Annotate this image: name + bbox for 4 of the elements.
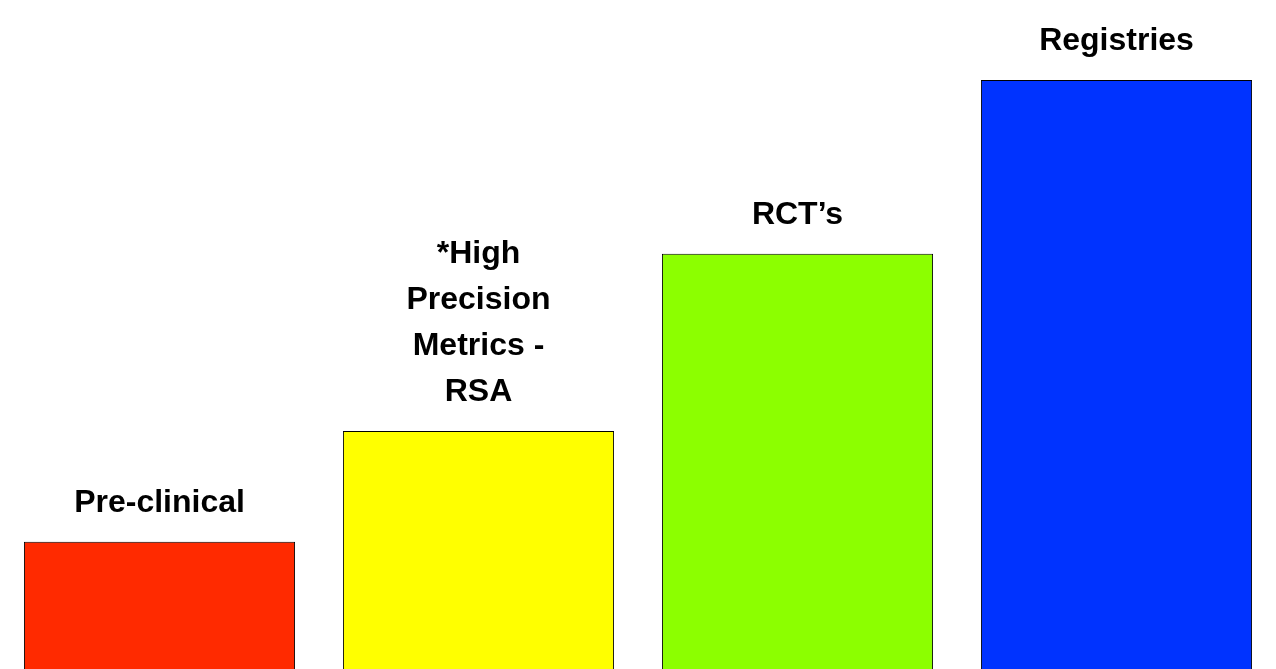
x-tick-label: Pre-clinical (74, 482, 245, 519)
x-tick-label: Registries (1039, 21, 1194, 57)
x-tick-label: RCT’s (751, 194, 844, 231)
x-tick-label: *High Precision Metrics - RSA (406, 234, 551, 409)
